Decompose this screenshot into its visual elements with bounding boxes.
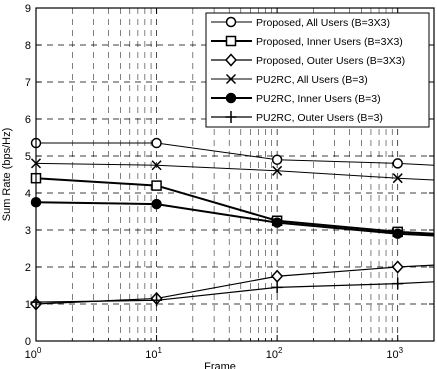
filled-circle-marker — [151, 198, 162, 210]
x-tick-label: 102 — [266, 346, 283, 361]
filled-circle-marker — [225, 92, 237, 104]
x-marker — [272, 165, 283, 176]
legend-label: Proposed, Inner Users (B=3X3) — [256, 36, 403, 48]
legend-item: Proposed, Inner Users (B=3X3) — [211, 35, 403, 48]
y-tick-label: 3 — [25, 225, 31, 237]
series-line — [36, 142, 435, 166]
x-tick-label: 101 — [145, 346, 162, 361]
y-tick-label: 0 — [25, 336, 31, 348]
series-line — [35, 162, 435, 181]
legend-item: PU2RC, All Users (B=3) — [211, 73, 368, 86]
series-6 — [30, 277, 435, 309]
legend-box — [205, 12, 430, 128]
x-marker — [225, 73, 237, 85]
y-axis-label: Sum Rate (bps/Hz) — [1, 128, 13, 222]
x-axis-label: Frame — [204, 361, 236, 369]
legend-label: PU2RC, Outer Users (B=3) — [256, 112, 383, 124]
diamond-marker — [224, 53, 238, 67]
series-line — [35, 281, 435, 303]
square-marker — [225, 35, 237, 47]
circle-marker — [392, 158, 403, 169]
series-line — [35, 201, 435, 237]
y-tick-label: 8 — [25, 40, 31, 52]
x-tick-label: 103 — [386, 346, 403, 361]
plus-marker — [151, 294, 163, 307]
filled-circle-marker — [271, 217, 283, 228]
series-3 — [29, 260, 435, 311]
diamond-marker — [271, 269, 284, 283]
legend-label: Proposed, Outer Users (B=3X3) — [256, 55, 405, 67]
y-tick-label: 2 — [25, 262, 31, 274]
legend-item: PU2RC, Outer Users (B=3) — [211, 111, 383, 124]
legend-item: Proposed, Outer Users (B=3X3) — [211, 53, 405, 67]
y-tick-label: 4 — [25, 188, 31, 200]
series-4 — [30, 158, 435, 184]
circle-marker — [151, 137, 162, 149]
legend-item: Proposed, All Users (B=3X3) — [211, 16, 390, 29]
legend-label: Proposed, All Users (B=3X3) — [256, 17, 390, 29]
x-tick-label: 100 — [25, 346, 42, 361]
plus-marker — [392, 277, 404, 290]
plus-marker — [225, 111, 237, 123]
y-tick-label: 9 — [25, 3, 31, 15]
x-marker — [151, 160, 162, 171]
series-2 — [30, 172, 435, 238]
legend-label: PU2RC, All Users (B=3) — [256, 74, 368, 86]
filled-circle-marker — [392, 228, 403, 239]
y-tick-label: 6 — [25, 114, 31, 126]
series-5 — [30, 197, 435, 239]
diamond-marker — [391, 260, 404, 274]
legend-item: PU2RC, Inner Users (B=3) — [211, 92, 381, 105]
tick-layer: 0 1 2 3 4 5 6 7 8 9 100 101 102 103 — [25, 3, 435, 361]
plus-marker — [271, 281, 283, 294]
y-tick-label: 1 — [25, 299, 31, 311]
series-line — [35, 177, 435, 235]
square-marker — [151, 180, 162, 191]
series-1 — [30, 137, 435, 169]
y-tick-label: 5 — [25, 151, 31, 163]
circle-marker — [225, 16, 237, 28]
plot-frame — [35, 7, 435, 342]
x-marker — [392, 173, 403, 184]
y-tick-label: 7 — [25, 77, 31, 89]
circle-marker — [271, 154, 283, 165]
series-layer — [29, 137, 435, 311]
legend-label: PU2RC, Inner Users (B=3) — [256, 93, 381, 105]
legend: Proposed, All Users (B=3X3) Proposed, Inn… — [205, 12, 430, 128]
